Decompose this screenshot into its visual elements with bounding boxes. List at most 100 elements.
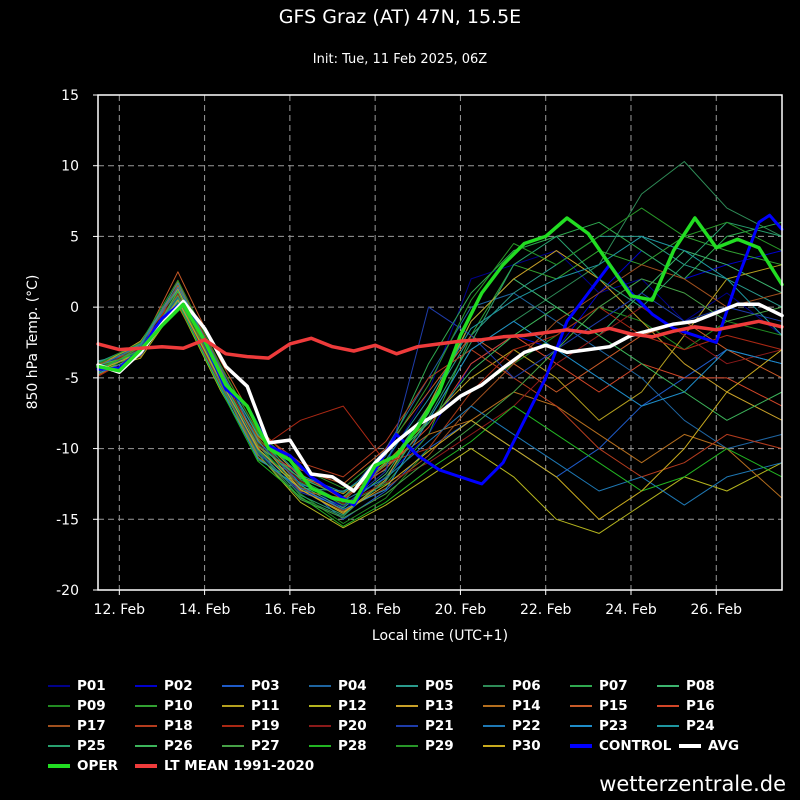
legend-swatch <box>48 725 70 727</box>
x-tick-label: 22. Feb <box>520 602 572 618</box>
legend-label: P16 <box>686 698 715 714</box>
legend-swatch <box>309 725 331 727</box>
legend-swatch <box>657 685 679 687</box>
legend-item: LT MEAN 1991-2020 <box>135 756 314 776</box>
legend-label: P04 <box>338 678 367 694</box>
x-tick-label: 12. Feb <box>94 602 146 618</box>
legend-label: P17 <box>77 718 106 734</box>
legend-item: P22 <box>483 716 541 736</box>
y-tick-label: -5 <box>65 371 79 387</box>
legend-item: P11 <box>222 696 280 716</box>
legend-item: P17 <box>48 716 106 736</box>
y-tick-label: -15 <box>56 512 79 528</box>
legend-label: P10 <box>164 698 193 714</box>
legend-swatch <box>570 685 592 687</box>
legend-swatch <box>679 744 701 748</box>
series-line-p13 <box>97 250 783 515</box>
x-tick-label: 24. Feb <box>605 602 657 618</box>
legend-label: P15 <box>599 698 628 714</box>
legend-item: P25 <box>48 736 106 756</box>
legend-label: P28 <box>338 738 367 754</box>
legend-item: AVG <box>679 736 739 756</box>
chart-subtitle: Init: Tue, 11 Feb 2025, 06Z <box>312 52 488 67</box>
legend-label: P25 <box>77 738 106 754</box>
legend-item: P26 <box>135 736 193 756</box>
legend-item: P01 <box>48 676 106 696</box>
legend-swatch <box>483 745 505 747</box>
legend-label: P05 <box>425 678 454 694</box>
legend-swatch <box>657 725 679 727</box>
series-layer <box>96 161 784 534</box>
legend-item: OPER <box>48 756 118 776</box>
legend-swatch <box>135 764 157 768</box>
legend-label: P01 <box>77 678 106 694</box>
legend-label: LT MEAN 1991-2020 <box>164 758 315 774</box>
legend-label: AVG <box>708 738 740 754</box>
source-credit: wetterzentrale.de <box>599 772 786 796</box>
legend-label: P30 <box>512 738 541 754</box>
legend-swatch <box>570 744 592 748</box>
legend-swatch <box>135 745 157 747</box>
legend-item: P19 <box>222 716 280 736</box>
x-tick-label: 20. Feb <box>435 602 487 618</box>
legend-label: P08 <box>686 678 715 694</box>
legend-item: P23 <box>570 716 628 736</box>
series-line-p28 <box>97 302 783 527</box>
axes: -20 -15 -10 -5 0 5 10 15 12. Feb 14. Feb 16. Feb 18… <box>56 88 742 618</box>
legend-swatch <box>483 725 505 727</box>
legend-swatch <box>657 705 679 707</box>
legend-label: P18 <box>164 718 193 734</box>
legend-label: OPER <box>77 758 118 774</box>
legend-label: P29 <box>425 738 454 754</box>
legend-item: P21 <box>396 716 454 736</box>
legend-item: P24 <box>657 716 715 736</box>
legend-swatch <box>222 725 244 727</box>
legend-swatch <box>309 685 331 687</box>
legend-item: P02 <box>135 676 193 696</box>
legend-swatch <box>48 745 70 747</box>
series-line-avg <box>96 299 784 493</box>
legend-label: P27 <box>251 738 280 754</box>
legend-swatch <box>309 705 331 707</box>
legend-label: P14 <box>512 698 541 714</box>
legend-swatch <box>396 685 418 687</box>
legend-item: P04 <box>309 676 367 696</box>
legend-swatch <box>483 705 505 707</box>
legend-item: CONTROL <box>570 736 671 756</box>
legend-label: P09 <box>77 698 106 714</box>
legend-swatch <box>48 764 70 768</box>
y-tick-label: 5 <box>70 229 79 245</box>
legend-swatch <box>309 745 331 747</box>
legend-swatch <box>570 705 592 707</box>
legend-item: P12 <box>309 696 367 716</box>
legend-item: P09 <box>48 696 106 716</box>
legend-swatch <box>483 685 505 687</box>
legend-label: P11 <box>251 698 280 714</box>
y-tick-label: 10 <box>61 159 79 175</box>
series-line-p30 <box>97 299 783 520</box>
legend-label: P12 <box>338 698 367 714</box>
x-tick-label: 14. Feb <box>179 602 231 618</box>
legend-label: P03 <box>251 678 280 694</box>
plot-area-frame <box>97 94 783 591</box>
series-line-p17 <box>97 264 783 512</box>
legend-label: P21 <box>425 718 454 734</box>
legend-label: P26 <box>164 738 193 754</box>
legend-item: P27 <box>222 736 280 756</box>
legend-item: P15 <box>570 696 628 716</box>
legend-label: P07 <box>599 678 628 694</box>
series-line-oper <box>96 216 784 505</box>
y-axis-label: 850 hPa Temp. (°C) <box>25 275 41 410</box>
y-tick-label: 0 <box>70 300 79 316</box>
legend-swatch <box>396 705 418 707</box>
legend-label: P19 <box>251 718 280 734</box>
legend-swatch <box>135 725 157 727</box>
legend-item: P07 <box>570 676 628 696</box>
legend-swatch <box>135 705 157 707</box>
legend-label: P23 <box>599 718 628 734</box>
legend-label: P13 <box>425 698 454 714</box>
series-line-p29 <box>97 207 783 489</box>
legend-swatch <box>48 705 70 707</box>
legend-label: P22 <box>512 718 541 734</box>
